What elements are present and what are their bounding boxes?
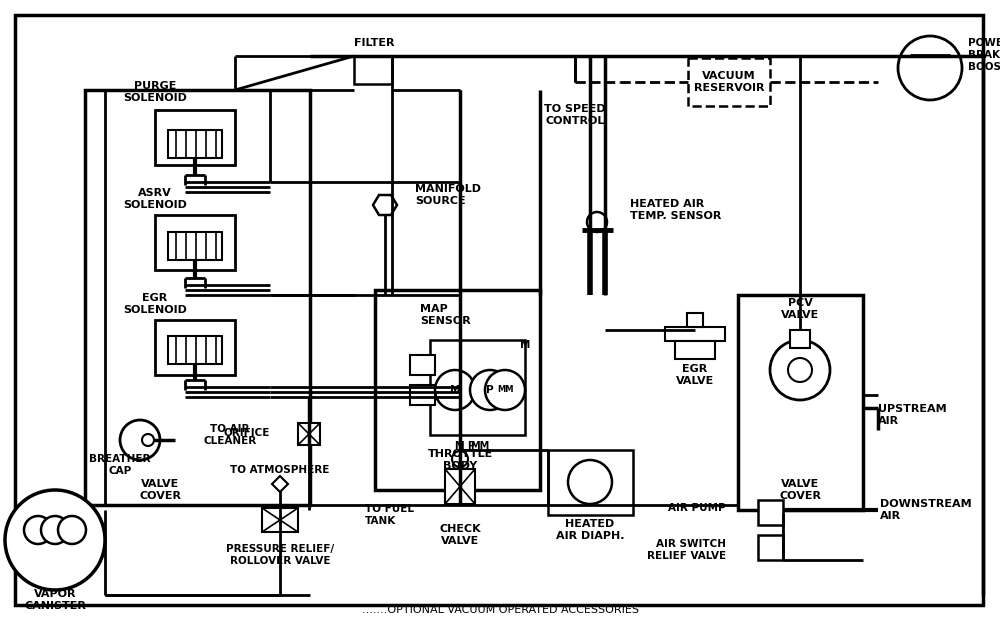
- Bar: [548, 450, 633, 515]
- Circle shape: [452, 451, 468, 467]
- Bar: [410, 355, 435, 375]
- Text: ORIFICE: ORIFICE: [224, 428, 270, 438]
- Bar: [155, 215, 235, 270]
- Text: HEATED
AIR DIAPH.: HEATED AIR DIAPH.: [556, 519, 624, 541]
- Text: THROTTLE
BODY: THROTTLE BODY: [427, 449, 493, 471]
- Bar: [445, 469, 475, 504]
- Text: VAPOR
CANISTER: VAPOR CANISTER: [24, 589, 86, 611]
- Text: M: M: [520, 340, 530, 350]
- Circle shape: [5, 490, 105, 590]
- Bar: [758, 535, 783, 560]
- Text: CHECK
VALVE: CHECK VALVE: [439, 524, 481, 546]
- Bar: [354, 56, 392, 84]
- Text: AIR PUMP: AIR PUMP: [668, 503, 726, 513]
- Text: PURGE
SOLENOID: PURGE SOLENOID: [123, 82, 187, 103]
- Text: POWER
BRAKE
BOOSTER: POWER BRAKE BOOSTER: [968, 39, 1000, 72]
- Circle shape: [898, 36, 962, 100]
- Bar: [758, 500, 783, 525]
- Bar: [688, 58, 770, 106]
- Text: EGR
SOLENOID: EGR SOLENOID: [123, 293, 187, 315]
- Circle shape: [470, 370, 510, 410]
- Bar: [430, 340, 525, 435]
- Text: M: M: [450, 385, 460, 395]
- Text: HEATED AIR
TEMP. SENSOR: HEATED AIR TEMP. SENSOR: [630, 199, 721, 221]
- Bar: [738, 295, 863, 510]
- Text: MM: MM: [497, 386, 513, 394]
- Bar: [155, 110, 235, 165]
- Text: UPSTREAM
AIR: UPSTREAM AIR: [878, 404, 947, 426]
- Circle shape: [788, 358, 812, 382]
- Bar: [410, 385, 435, 405]
- Circle shape: [58, 516, 86, 544]
- Bar: [790, 330, 810, 348]
- Circle shape: [24, 516, 52, 544]
- Circle shape: [435, 370, 475, 410]
- Bar: [168, 336, 222, 364]
- Circle shape: [120, 420, 160, 460]
- Bar: [675, 341, 715, 359]
- Bar: [168, 130, 222, 158]
- Circle shape: [142, 434, 154, 446]
- Text: AIR SWITCH
RELIEF VALVE: AIR SWITCH RELIEF VALVE: [647, 539, 726, 561]
- Text: TO ATMOSPHERE: TO ATMOSPHERE: [230, 465, 330, 475]
- Text: PRESSURE RELIEF/
ROLLOVER VALVE: PRESSURE RELIEF/ ROLLOVER VALVE: [226, 545, 334, 566]
- Text: TO SPEED
CONTROL: TO SPEED CONTROL: [544, 104, 606, 126]
- Bar: [375, 290, 540, 490]
- Text: MM: MM: [470, 441, 490, 451]
- Text: .......OPTIONAL VACUUM OPERATED ACCESSORIES: .......OPTIONAL VACUUM OPERATED ACCESSOR…: [362, 605, 639, 615]
- Text: VALVE
COVER: VALVE COVER: [779, 479, 821, 501]
- Text: DOWNSTREAM
AIR: DOWNSTREAM AIR: [880, 499, 972, 521]
- Text: ASRV
SOLENOID: ASRV SOLENOID: [123, 188, 187, 210]
- Text: VALVE
COVER: VALVE COVER: [139, 479, 181, 501]
- Text: EGR
VALVE: EGR VALVE: [676, 364, 714, 386]
- Circle shape: [485, 370, 525, 410]
- Circle shape: [770, 340, 830, 400]
- Circle shape: [41, 516, 69, 544]
- Text: TO AIR
CLEANER: TO AIR CLEANER: [203, 424, 257, 446]
- Text: FILTER: FILTER: [354, 38, 394, 48]
- Bar: [687, 313, 703, 327]
- Circle shape: [587, 212, 607, 232]
- Bar: [168, 232, 222, 260]
- Bar: [665, 327, 725, 341]
- Text: M P: M P: [455, 441, 475, 451]
- Bar: [298, 423, 320, 445]
- Text: MANIFOLD
SOURCE: MANIFOLD SOURCE: [415, 184, 481, 206]
- Polygon shape: [373, 195, 397, 215]
- Circle shape: [568, 460, 612, 504]
- Bar: [85, 90, 310, 505]
- Text: P: P: [486, 385, 494, 395]
- Text: PCV
VALVE: PCV VALVE: [781, 298, 819, 320]
- Polygon shape: [272, 476, 288, 492]
- Text: TO FUEL
TANK: TO FUEL TANK: [365, 504, 414, 526]
- Text: MAP
SENSOR: MAP SENSOR: [420, 304, 471, 326]
- Text: BREATHER
CAP: BREATHER CAP: [89, 454, 151, 476]
- Bar: [155, 320, 235, 375]
- Text: VACUUM
RESERVOIR: VACUUM RESERVOIR: [694, 71, 764, 93]
- Bar: [262, 508, 298, 532]
